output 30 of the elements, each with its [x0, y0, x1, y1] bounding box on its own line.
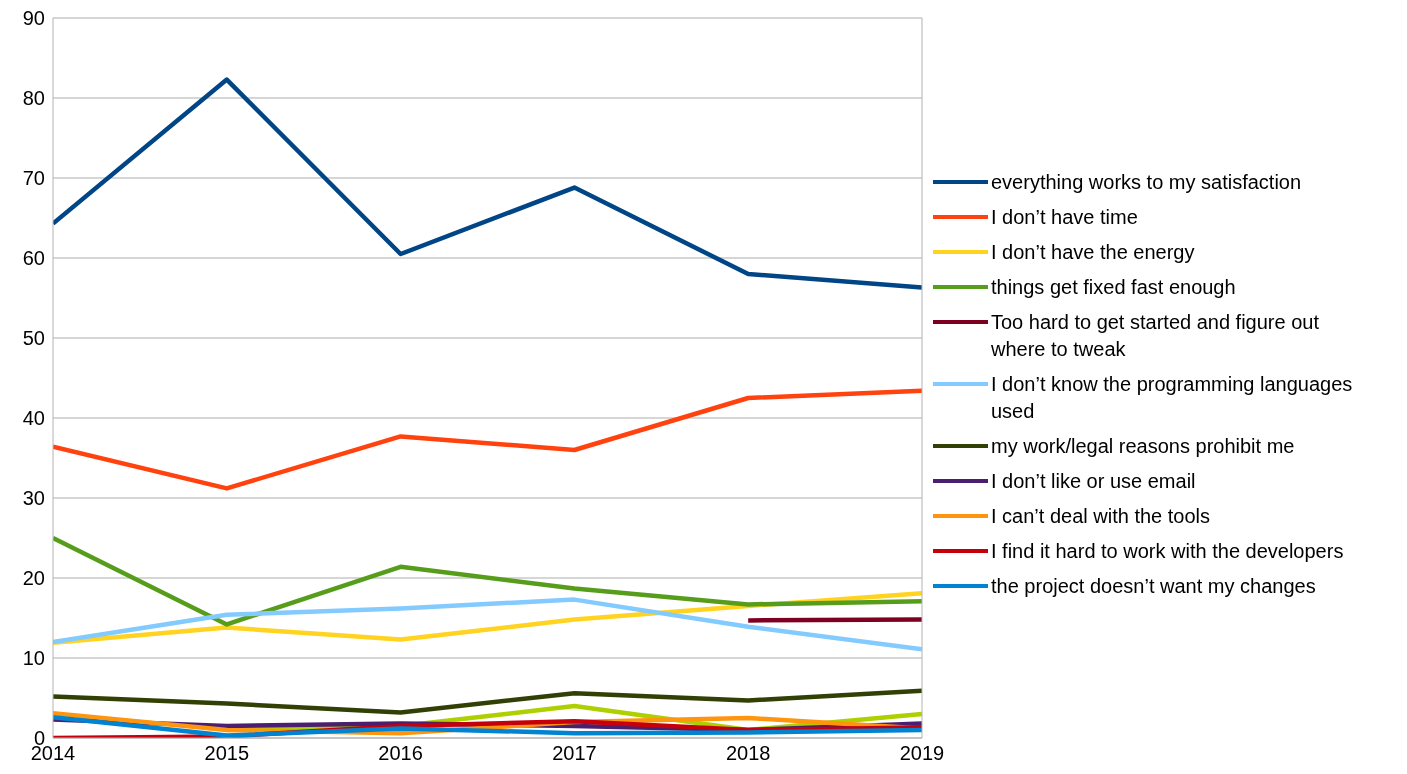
y-tick-label: 80 — [22, 87, 45, 110]
y-tick-label: 20 — [22, 567, 45, 590]
legend-label: I don’t have the energy — [991, 239, 1195, 265]
line-series — [53, 688, 922, 715]
y-tick-label: 10 — [22, 647, 45, 670]
line-series — [53, 535, 922, 627]
x-tick-label: 2015 — [204, 742, 250, 765]
y-tick-label: 90 — [22, 7, 45, 30]
y-tick-label: 70 — [22, 167, 45, 190]
legend-label: I don’t know the programming languages used — [991, 371, 1354, 424]
legend-label: Too hard to get started and figure out where to tweak — [991, 309, 1320, 362]
line-series — [53, 597, 922, 652]
x-tick-label: 2017 — [552, 742, 597, 765]
y-tick-label: 30 — [22, 487, 45, 510]
y-tick-label: 50 — [22, 327, 45, 350]
legend-label: I can’t deal with the tools — [991, 503, 1211, 529]
x-tick-label: 2019 — [899, 742, 945, 765]
line-series — [53, 388, 922, 491]
y-tick-label: 60 — [22, 247, 45, 270]
x-tick-label: 2018 — [725, 742, 771, 765]
x-tick-label: 2016 — [378, 742, 423, 765]
legend-label: the project doesn’t want my changes — [991, 573, 1316, 599]
line-series — [53, 77, 922, 290]
legend-label: I don’t have time — [991, 204, 1138, 230]
legend-label: I find it hard to work with the developers — [991, 538, 1344, 564]
y-tick-label: 40 — [22, 407, 45, 430]
legend-label: things get fixed fast enough — [991, 274, 1236, 300]
legend-label: everything works to my satisfaction — [991, 169, 1302, 195]
legend-label: I don’t like or use email — [991, 468, 1196, 494]
legend-label: my work/legal reasons prohibit me — [991, 433, 1295, 459]
